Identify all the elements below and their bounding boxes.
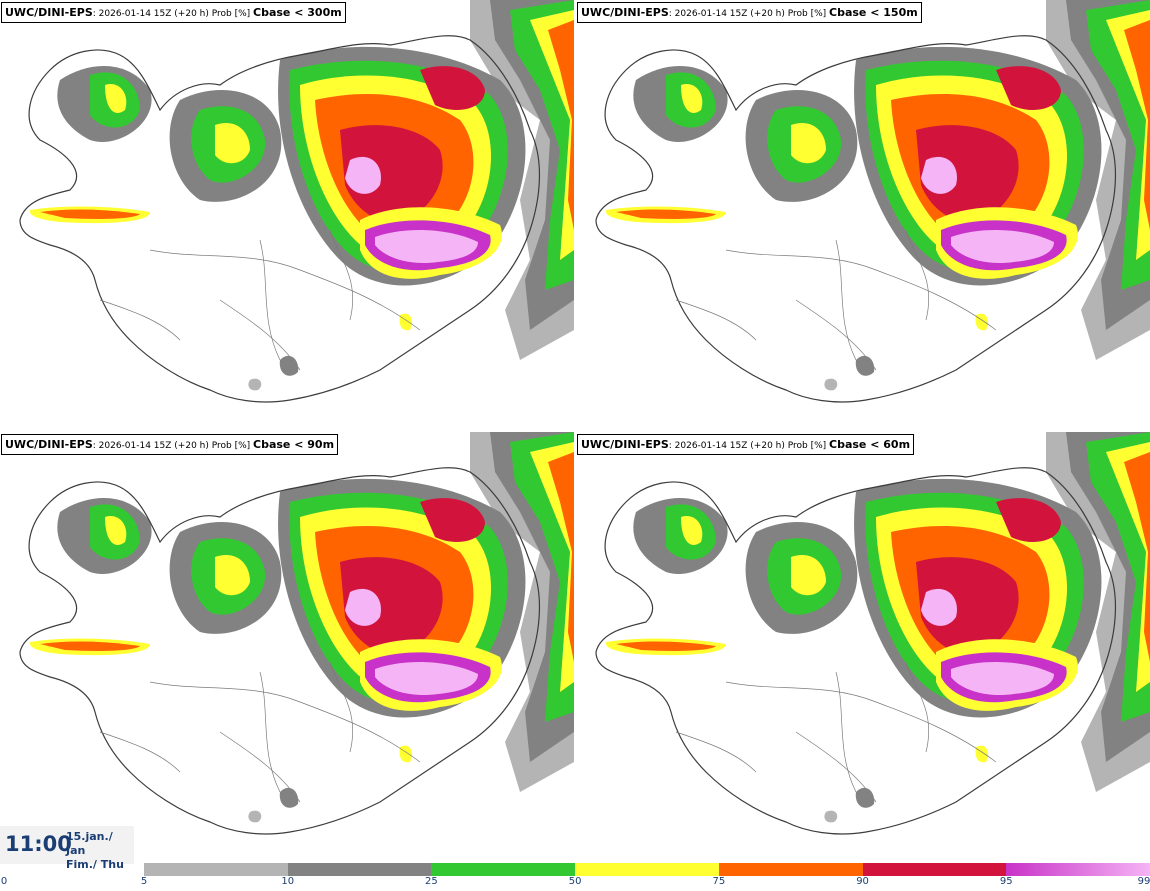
colorbar-segment [431,863,576,876]
colorbar-label: 0 [0,876,8,887]
map-panel-cbase-300m: UWC/DINI-EPS: 2026-01-14 15Z (+20 h) Pro… [0,0,574,430]
colorbar-label: 95 [999,876,1013,887]
run-info: : 2026-01-14 15Z (+20 h) Prob [%] [92,441,254,451]
iceland-probability-map [595,0,1150,403]
colorbar-label: 10 [281,876,295,887]
valid-time-hour: 11:00 [5,832,72,856]
map-panel-cbase-90m: UWC/DINI-EPS: 2026-01-14 15Z (+20 h) Pro… [0,432,574,862]
colorbar-segment [287,863,432,876]
panel-title: UWC/DINI-EPS: 2026-01-14 15Z (+20 h) Pro… [1,2,346,23]
probability-colorbar [144,863,1150,876]
colorbar-segment [718,863,863,876]
variable-label: Cbase < 90m [253,438,335,451]
colorbar-segment [575,863,719,876]
iceland-probability-map [19,0,574,403]
colorbar-label: 75 [712,876,726,887]
colorbar-label: 25 [425,876,438,887]
colorbar-label: 90 [856,876,869,887]
colorbar-segment [144,863,288,876]
iceland-probability-map [595,432,1150,835]
colorbar-label: 50 [568,876,582,887]
map-panel-cbase-60m: UWC/DINI-EPS: 2026-01-14 15Z (+20 h) Pro… [576,432,1150,862]
valid-time-box: 11:00 15.jan./ Jan Fim./ Thu [0,826,134,871]
colorbar-label: 5 [140,876,148,887]
model-name: UWC/DINI-EPS [5,438,93,451]
colorbar-segment [1006,863,1150,876]
run-info: : 2026-01-14 15Z (+20 h) Prob [%] [668,441,830,451]
model-name: UWC/DINI-EPS [581,438,669,451]
panel-title: UWC/DINI-EPS: 2026-01-14 15Z (+20 h) Pro… [577,2,922,23]
date-line-2: Fim./ Thu [66,858,124,871]
valid-time-date: 15.jan./ Jan Fim./ Thu [66,830,134,872]
variable-label: Cbase < 60m [829,438,911,451]
colorbar-segment [862,863,1007,876]
model-name: UWC/DINI-EPS [581,6,669,19]
colorbar-label: 99 [1137,876,1150,887]
run-info: : 2026-01-14 15Z (+20 h) Prob [%] [668,9,830,19]
panel-title: UWC/DINI-EPS: 2026-01-14 15Z (+20 h) Pro… [1,434,339,455]
run-info: : 2026-01-14 15Z (+20 h) Prob [%] [92,9,254,19]
variable-label: Cbase < 150m [829,6,918,19]
panel-title: UWC/DINI-EPS: 2026-01-14 15Z (+20 h) Pro… [577,434,915,455]
map-panel-cbase-150m: UWC/DINI-EPS: 2026-01-14 15Z (+20 h) Pro… [576,0,1150,430]
variable-label: Cbase < 300m [253,6,342,19]
date-line-1: 15.jan./ Jan [66,830,113,857]
iceland-probability-map [19,432,574,835]
model-name: UWC/DINI-EPS [5,6,93,19]
